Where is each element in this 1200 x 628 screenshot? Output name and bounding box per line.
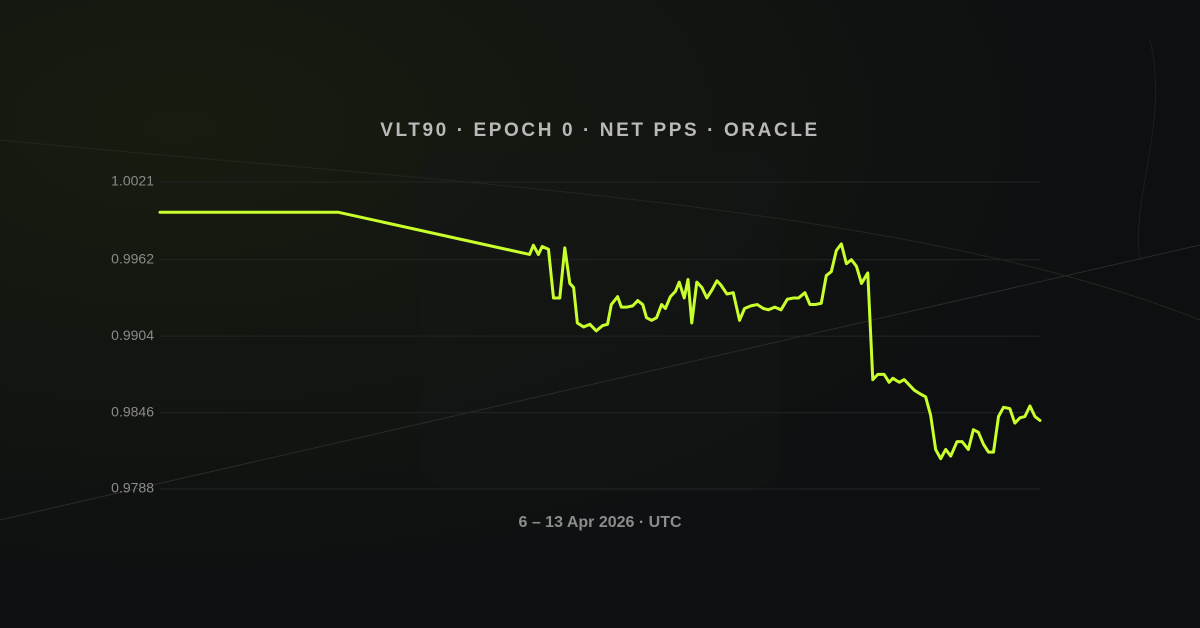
y-tick-label: 0.9904 <box>111 327 154 343</box>
decor-line <box>0 139 1200 321</box>
data-line <box>158 210 1042 461</box>
y-tick-label: 0.9962 <box>111 250 154 266</box>
grid: 1.0021 0.9962 0.9904 0.9846 0.9788 <box>111 173 1040 496</box>
plot <box>158 210 1042 461</box>
decor-line <box>0 244 1200 521</box>
watermark <box>420 150 780 490</box>
decor-line <box>1137 39 1157 261</box>
chart-title: VLT90 · EPOCH 0 · NET PPS · ORACLE <box>380 120 820 141</box>
x-axis-label: 6 – 13 Apr 2026 · UTC <box>518 514 681 531</box>
y-tick-label: 0.9846 <box>111 403 154 419</box>
y-tick-label: 1.0021 <box>111 173 154 189</box>
y-tick-label: 0.9788 <box>111 480 154 496</box>
